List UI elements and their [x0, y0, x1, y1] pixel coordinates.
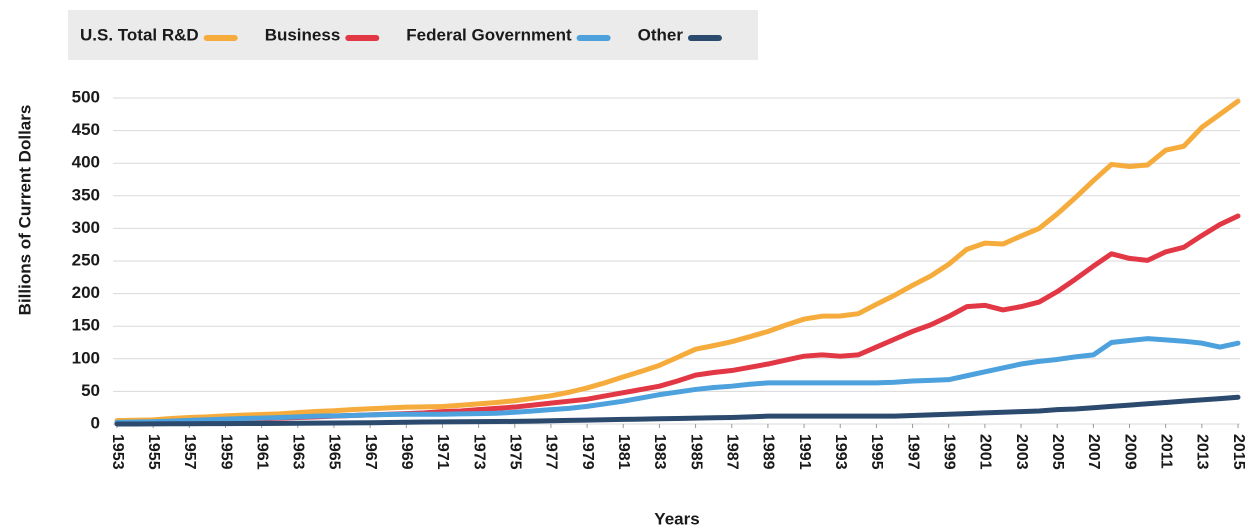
x-tick-label: 1981: [615, 434, 632, 470]
y-tick-label: 150: [72, 316, 100, 335]
x-tick-label: 2007: [1085, 434, 1102, 470]
x-tick-label: 1965: [326, 434, 343, 470]
legend-label: U.S. Total R&D: [80, 25, 199, 44]
legend-box: [68, 10, 758, 60]
series-line: [114, 394, 1241, 427]
x-tick-label: 1973: [470, 434, 487, 470]
x-tick-label: 1995: [868, 434, 885, 470]
x-tick-label: 2001: [977, 434, 994, 470]
x-tick-label: 2003: [1013, 434, 1030, 470]
x-tick-label: 1999: [940, 434, 957, 470]
x-tick-label: 1961: [253, 434, 270, 470]
x-tick-label: 2005: [1049, 434, 1066, 470]
y-tick-label: 100: [72, 348, 100, 367]
series-line: [114, 98, 1241, 424]
x-tick-label: 1971: [434, 434, 451, 470]
y-tick-label: 450: [72, 120, 100, 139]
y-tick-label: 300: [72, 218, 100, 237]
x-tick-label: 2013: [1194, 434, 1211, 470]
x-tick-label: 1979: [579, 434, 596, 470]
y-tick-label: 350: [72, 185, 100, 204]
x-tick-label: 1955: [145, 434, 162, 470]
x-tick-label: 2009: [1121, 434, 1138, 470]
y-tick-label: 0: [91, 413, 100, 432]
x-tick-label: 1963: [290, 434, 307, 470]
x-tick-label: 1989: [760, 434, 777, 470]
x-tick-label: 1985: [687, 434, 704, 470]
x-tick-label: 1987: [724, 434, 741, 470]
y-axis-label: Billions of Current Dollars: [15, 105, 34, 316]
x-tick-label: 1983: [651, 434, 668, 470]
series-line: [114, 336, 1241, 425]
x-tick-label: 1969: [398, 434, 415, 470]
y-tick-label: 400: [72, 153, 100, 172]
x-tick-label: 1977: [543, 434, 560, 470]
x-tick-label: 1959: [217, 434, 234, 470]
y-tick-label: 250: [72, 250, 100, 269]
x-tick-label: 1975: [507, 434, 524, 470]
x-tick-label: 1967: [362, 434, 379, 470]
x-tick-label: 2011: [1157, 434, 1174, 469]
legend-label: Federal Government: [406, 25, 572, 44]
x-tick-label: 1991: [796, 434, 813, 470]
x-tick-label: 1957: [181, 434, 198, 470]
x-tick-label: 1993: [832, 434, 849, 470]
x-axis-label: Years: [654, 509, 699, 528]
x-tick-label: 1953: [109, 434, 126, 470]
legend-label: Other: [638, 25, 684, 44]
legend-label: Business: [265, 25, 341, 44]
y-tick-label: 200: [72, 283, 100, 302]
y-tick-label: 500: [72, 87, 100, 106]
y-tick-label: 50: [81, 381, 100, 400]
x-tick-label: 1997: [904, 434, 921, 470]
x-tick-label: 2015: [1230, 434, 1247, 470]
